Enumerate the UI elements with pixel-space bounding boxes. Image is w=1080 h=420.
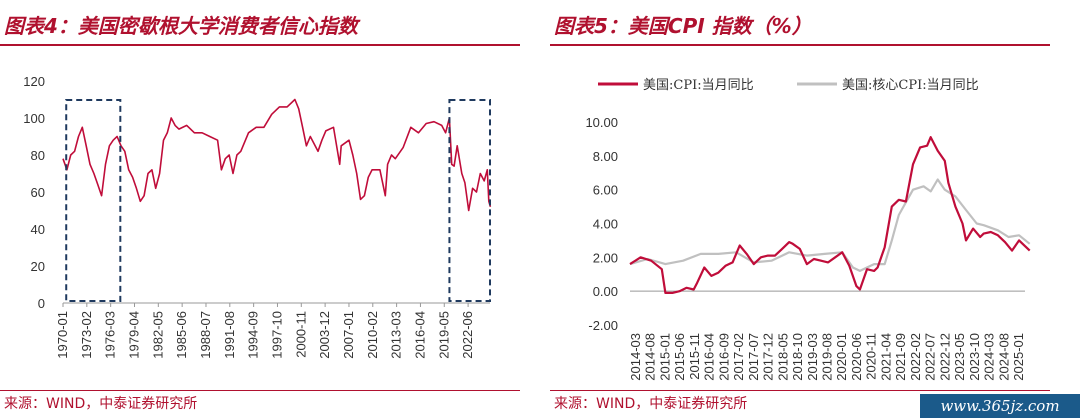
x-tick-label: 2010-02 bbox=[365, 311, 380, 359]
x-tick-label: 2020-01 bbox=[834, 333, 849, 381]
highlight-box bbox=[448, 99, 492, 302]
x-tick-label: 2019-03 bbox=[805, 333, 820, 381]
x-tick-label: 2019-08 bbox=[820, 333, 835, 381]
y-tick-label: 4.00 bbox=[593, 217, 618, 232]
x-tick-label: 2016-09 bbox=[716, 333, 731, 381]
x-tick-label: 2007-01 bbox=[341, 311, 356, 359]
chart-title: 图表4：美国密歇根大学消费者信心指数 bbox=[4, 14, 358, 38]
x-tick-label: 2015-06 bbox=[672, 333, 687, 381]
title-divider bbox=[550, 44, 1050, 46]
source-note: 来源：WIND，中泰证券研究所 bbox=[554, 396, 748, 412]
x-tick-label: 2017-07 bbox=[746, 333, 761, 381]
core-cpi-series-line bbox=[629, 178, 1031, 272]
x-tick-label: 2014-08 bbox=[643, 333, 658, 381]
x-tick-label: 2000-11 bbox=[293, 311, 308, 358]
y-tick-label: 6.00 bbox=[593, 183, 618, 198]
y-tick-label: -2.00 bbox=[588, 318, 618, 333]
y-tick-label: 60 bbox=[31, 185, 45, 200]
y-tick-label: 8.00 bbox=[593, 149, 618, 164]
x-tick-label: 2013-03 bbox=[389, 311, 404, 359]
x-tick-label: 1988-07 bbox=[198, 311, 213, 359]
x-tick-label: 2022-06 bbox=[460, 311, 475, 359]
x-tick-label: 2018-05 bbox=[775, 333, 790, 381]
x-tick-label: 2024-03 bbox=[982, 333, 997, 381]
y-tick-label: 100 bbox=[23, 111, 45, 126]
highlight-box bbox=[65, 99, 122, 302]
x-tick-label: 2019-05 bbox=[436, 311, 451, 359]
y-tick-label: 0 bbox=[38, 296, 45, 311]
x-tick-label: 1970-01 bbox=[55, 311, 70, 359]
x-tick-label: 2024-08 bbox=[996, 333, 1011, 381]
confidence-index-line bbox=[62, 98, 492, 212]
x-tick-label: 2014-03 bbox=[628, 333, 643, 381]
source-note: 来源：WIND，中泰证券研究所 bbox=[4, 396, 198, 412]
x-tick-label: 1979-04 bbox=[126, 311, 141, 359]
source-divider bbox=[550, 390, 1050, 391]
cpi-series-line bbox=[629, 136, 1031, 294]
x-tick-label: 2018-10 bbox=[790, 333, 805, 381]
legend-label-core-cpi: 美国:核心CPI:当月同比 bbox=[842, 78, 979, 93]
x-tick-label: 2021-04 bbox=[878, 333, 893, 381]
y-tick-label: 2.00 bbox=[593, 250, 618, 265]
y-tick-label: 40 bbox=[31, 222, 45, 237]
y-tick-label: 120 bbox=[23, 74, 45, 89]
consumer-confidence-panel: 图表4：美国密歇根大学消费者信心指数 0 20 40 60 80 100 120 1970-0… bbox=[0, 0, 520, 420]
source-divider bbox=[0, 390, 520, 391]
x-tick-label: 1976-03 bbox=[103, 311, 118, 359]
cpi-panel: 图表5：美国CPI 指数（%） -2.00 0.00 2.00 4.00 6.00 8.0… bbox=[550, 0, 1080, 420]
x-tick-label: 2023-10 bbox=[967, 333, 982, 381]
x-tick-label: 2017-02 bbox=[731, 333, 746, 381]
chart-title: 图表5：美国CPI 指数（%） bbox=[554, 14, 812, 38]
legend-label-cpi: 美国:CPI:当月同比 bbox=[643, 78, 754, 93]
x-tick-label: 1991-08 bbox=[222, 311, 237, 359]
x-tick-label: 2022-02 bbox=[908, 333, 923, 381]
y-tick-label: 80 bbox=[31, 148, 45, 163]
x-tick-label: 2015-11 bbox=[687, 333, 702, 380]
x-tick-label: 1973-02 bbox=[79, 311, 94, 359]
y-tick-label: 10.00 bbox=[585, 115, 618, 130]
x-tick-label: 2022-12 bbox=[937, 333, 952, 381]
watermark-badge: www.365jz.com bbox=[920, 394, 1080, 418]
consumer-confidence-chart: 0 20 40 60 80 100 120 1970-01 1973-02 1976-03 1979… bbox=[23, 74, 492, 359]
x-tick-label: 2022-07 bbox=[923, 333, 938, 381]
x-tick-label: 2020-11 bbox=[864, 333, 879, 380]
x-tick-label: 2015-01 bbox=[657, 333, 672, 381]
x-tick-label: 1994-09 bbox=[246, 311, 261, 359]
y-tick-label: 0.00 bbox=[593, 284, 618, 299]
x-tick-label: 2016-04 bbox=[702, 333, 717, 381]
x-tick-label: 1985-06 bbox=[174, 311, 189, 359]
x-tick-label: 2020-06 bbox=[849, 333, 864, 381]
x-tick-label: 1997-10 bbox=[269, 311, 284, 359]
x-tick-label: 2017-12 bbox=[761, 333, 776, 381]
x-tick-label: 1982-05 bbox=[150, 311, 165, 359]
y-tick-label: 20 bbox=[31, 259, 45, 274]
x-tick-label: 2003-12 bbox=[317, 311, 332, 359]
x-tick-label: 2023-05 bbox=[952, 333, 967, 381]
x-tick-label: 2016-04 bbox=[412, 311, 427, 359]
x-tick-label: 2021-09 bbox=[893, 333, 908, 381]
title-divider bbox=[0, 44, 520, 46]
x-tick-label: 2025-01 bbox=[1011, 333, 1026, 381]
